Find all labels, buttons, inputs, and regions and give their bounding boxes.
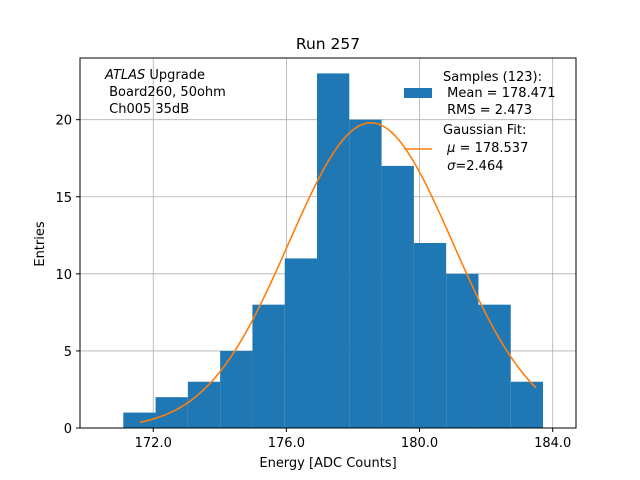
y-tick-label: 10 — [55, 268, 72, 283]
annotation-line-1: ATLAS Upgrade — [104, 68, 205, 83]
histogram-bars — [123, 73, 544, 429]
x-tick-label: 176.0 — [268, 436, 305, 451]
y-tick-label: 15 — [55, 191, 72, 206]
x-tick-label: 180.0 — [401, 436, 438, 451]
histogram-bar — [413, 243, 447, 428]
histogram-bar — [252, 304, 285, 428]
x-tick-label: 184.0 — [534, 436, 571, 451]
x-axis-title: Energy [ADC Counts] — [259, 456, 396, 471]
y-tick-label: 0 — [64, 422, 72, 437]
histogram-bar — [381, 165, 414, 428]
legend-samples-line-3: RMS = 2.473 — [443, 103, 532, 118]
legend-fit-line-2: μ = 178.537 — [443, 141, 528, 156]
annotation-atlas: ATLAS — [104, 68, 145, 83]
y-axis-ticks: 0 5 10 15 20 — [55, 114, 80, 437]
histogram-bar — [510, 381, 544, 428]
annotation-line-3: Ch005 35dB — [105, 102, 189, 117]
y-tick-label: 5 — [64, 345, 72, 360]
chart-title: Run 257 — [296, 35, 360, 53]
y-tick-label: 20 — [55, 114, 72, 129]
legend-fit-line-3: σ=2.464 — [443, 159, 504, 174]
plot-frame — [79, 57, 577, 429]
atlas-annotation: ATLAS Upgrade Board260, 50ohm Ch005 35dB — [104, 68, 226, 117]
gaussian-fit-line — [139, 121, 537, 423]
legend-mu-value: = 178.537 — [455, 141, 528, 156]
histogram-bar — [478, 304, 511, 428]
x-axis-ticks: 172.0 176.0 180.0 184.0 — [135, 428, 571, 451]
legend-sigma-symbol: σ — [447, 159, 456, 174]
legend-fit-line-1: Gaussian Fit: — [443, 123, 526, 138]
legend-samples-line-2: Mean = 178.471 — [443, 86, 555, 101]
axes-frame — [79, 57, 577, 429]
annotation-upgrade: Upgrade — [145, 68, 205, 83]
histogram-bar — [123, 412, 156, 428]
legend-samples-swatch — [404, 88, 432, 98]
legend-mu-symbol: μ — [446, 141, 455, 156]
legend-samples-line-1: Samples (123): — [443, 70, 542, 85]
legend-sigma-value: =2.464 — [455, 159, 503, 174]
y-axis-title: Entries — [33, 221, 48, 267]
histogram-bar — [220, 350, 253, 428]
annotation-line-2: Board260, 50ohm — [105, 85, 226, 100]
histogram-bar — [349, 119, 382, 429]
x-tick-label: 172.0 — [135, 436, 172, 451]
histogram-bar — [284, 258, 318, 428]
legend: Samples (123): Mean = 178.471 RMS = 2.47… — [404, 70, 555, 174]
gaussian-fit-curve — [139, 121, 537, 423]
histogram-bar — [446, 273, 479, 428]
histogram-bar — [317, 73, 350, 429]
